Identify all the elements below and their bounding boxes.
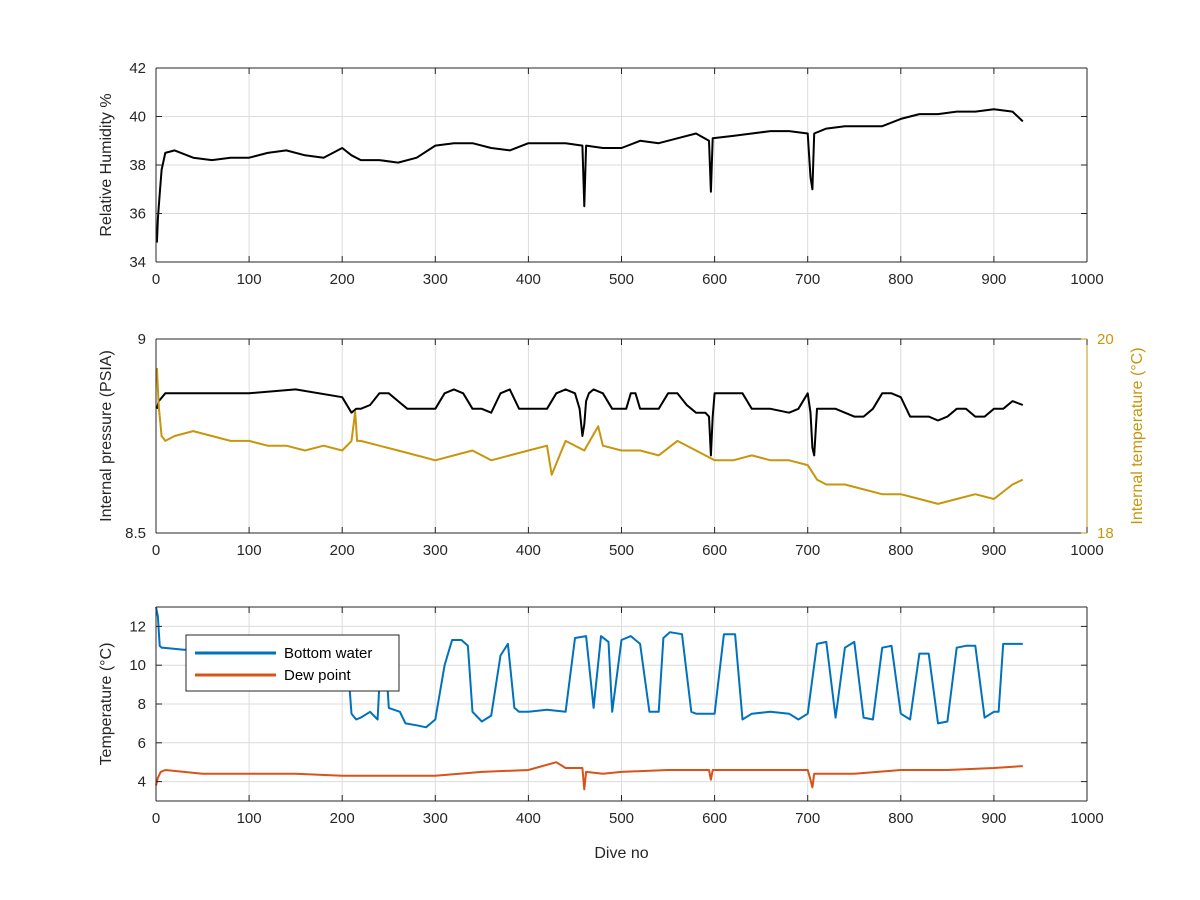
pressure-y-right-tick-label: 18 (1097, 525, 1114, 542)
pressure-x-tick-label: 500 (609, 542, 634, 559)
temperature-y-tick-label: 4 (138, 774, 146, 791)
panel-humidity: 0 100 200 300 400 500 600 700 800 900 1000 34 36 38 40… (98, 60, 1104, 288)
temperature-legend: Bottom water Dew point (185, 634, 400, 692)
temperature-y-axis-label: Temperature (°C) (98, 643, 115, 766)
pressure-y-axis-label: Internal pressure (PSIA) (98, 350, 115, 522)
temperature-y-tick-label: 8 (138, 696, 146, 713)
humidity-x-tick-label: 500 (609, 271, 634, 288)
pressure-x-tick-label: 900 (981, 542, 1006, 559)
pressure-series-left-axis (155, 388, 1024, 457)
pressure-series-right-axis (155, 368, 1024, 505)
temperature-x-axis-label: Dive no (594, 845, 648, 862)
humidity-x-tick-label: 300 (423, 271, 448, 288)
temperature-x-tick-label: 600 (702, 810, 727, 827)
humidity-x-tick-label: 1000 (1070, 271, 1103, 288)
humidity-y-tick-label: 42 (129, 60, 146, 77)
temperature-series-bottom-water (155, 606, 1023, 729)
temperature-x-tick-label: 800 (888, 810, 913, 827)
pressure-y-tick-label: 9 (138, 331, 146, 348)
temperature-x-tick-label: 100 (237, 810, 262, 827)
panel-pressure: 0 100 200 300 400 500 600 700 800 900 1000 8.5 9 18 20… (98, 331, 1146, 559)
temperature-x-tick-label: 0 (152, 810, 160, 827)
humidity-x-tick-label: 700 (795, 271, 820, 288)
legend-label-dew-point: Dew point (284, 667, 352, 684)
pressure-x-tick-label: 100 (237, 542, 262, 559)
pressure-x-tick-label: 600 (702, 542, 727, 559)
temperature-x-tick-label: 700 (795, 810, 820, 827)
humidity-x-tick-label: 800 (888, 271, 913, 288)
temperature-y-tick-label: 6 (138, 735, 146, 752)
humidity-y-tick-label: 36 (129, 206, 146, 223)
humidity-x-tick-label: 100 (237, 271, 262, 288)
temperature-x-tick-label: 300 (423, 810, 448, 827)
temperature-series-dew-point (155, 761, 1023, 791)
temperature-x-tick-label: 900 (981, 810, 1006, 827)
humidity-x-tick-label: 200 (330, 271, 355, 288)
humidity-y-axis-label: Relative Humidity % (98, 93, 115, 236)
humidity-x-tick-label: 0 (152, 271, 160, 288)
pressure-y-right-axis-label: Internal temperature (°C) (1129, 347, 1146, 524)
legend-box (185, 634, 400, 692)
pressure-x-tick-label: 400 (516, 542, 541, 559)
temperature-x-tick-label: 400 (516, 810, 541, 827)
panel-temperature: 0 100 200 300 400 500 600 700 800 900 1000 4 6 8 10 12 T… (98, 606, 1104, 862)
humidity-series-left-axis (155, 108, 1024, 243)
humidity-x-tick-label: 900 (981, 271, 1006, 288)
pressure-y-right-tick-label: 20 (1097, 331, 1114, 348)
pressure-x-tick-label: 300 (423, 542, 448, 559)
pressure-x-tick-label: 1000 (1070, 542, 1103, 559)
temperature-y-tick-label: 12 (129, 618, 146, 635)
temperature-x-tick-label: 1000 (1070, 810, 1103, 827)
pressure-x-tick-label: 200 (330, 542, 355, 559)
humidity-y-tick-label: 38 (129, 157, 146, 174)
humidity-y-tick-label: 34 (129, 254, 146, 271)
legend-label-bottom-water: Bottom water (284, 645, 372, 662)
pressure-x-tick-label: 0 (152, 542, 160, 559)
pressure-x-tick-label: 800 (888, 542, 913, 559)
pressure-x-tick-label: 700 (795, 542, 820, 559)
temperature-y-tick-label: 10 (129, 657, 146, 674)
temperature-x-tick-label: 200 (330, 810, 355, 827)
humidity-x-tick-label: 400 (516, 271, 541, 288)
humidity-y-tick-label: 40 (129, 109, 146, 126)
temperature-x-tick-label: 500 (609, 810, 634, 827)
humidity-x-tick-label: 600 (702, 271, 727, 288)
pressure-y-tick-label: 8.5 (125, 525, 146, 542)
